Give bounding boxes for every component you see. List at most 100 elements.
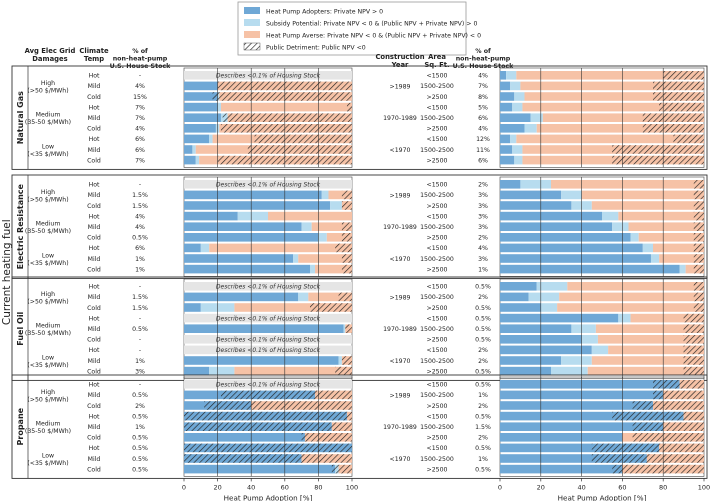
bar-segment-public-detriment [212,92,352,101]
damage-group-label: Medium (35-50 $/MWh) [25,221,71,236]
pct-stock-left-label: 4% [135,83,145,90]
area-label: <1500 [427,445,448,452]
pct-stock-right-label: 1% [478,456,488,463]
construction-year-label: <1970 [390,358,411,365]
bar-segment-adopters [184,254,294,263]
area-label: >2500 [427,435,448,442]
legend-label: Public Detriment: Public NPV <0 [266,45,366,52]
bar-segment-adopters [500,345,592,355]
bar-segment-adopters [184,81,218,91]
pct-stock-left-label: 0.5% [132,326,148,333]
bar-segment-adopters [184,303,201,312]
pct-stock-right-label: 3% [478,203,488,210]
pct-stock-right-label: 0.5% [475,315,491,322]
pct-stock-left-label: 1.5% [132,192,148,199]
bar-segment-adopters [500,303,541,312]
pct-stock-right-label: 2% [478,435,488,442]
pct-stock-right-label: 0.5% [475,466,491,473]
right-x-tick-label: 0 [498,483,502,491]
bar-segment-public-detriment [693,222,704,231]
climate-label: Cold [87,403,101,410]
bar-segment-subsidy-potential [650,254,660,263]
area-label: 1500-2500 [420,115,454,122]
area-label: 1500-2500 [420,224,454,231]
climate-label: Cold [87,235,101,242]
climate-label: Hot [89,413,100,420]
area-label: 1500-2500 [420,294,454,301]
pct-stock-left-label: 0.5% [132,413,148,420]
bar-segment-subsidy-potential [520,180,551,189]
bar-segment-adopters [184,113,221,122]
climate-label: Hot [89,245,100,252]
pct-stock-left-label: 6% [135,136,145,143]
climate-label: Mild [88,326,101,333]
pct-stock-left-label: 1.5% [132,203,148,210]
pct-stock-right-label: 0.5% [475,284,491,291]
climate-label: Hot [89,213,100,220]
bar-segment-adopters [184,366,210,376]
empty-row-fill [184,335,352,344]
bar-segment-averse [234,366,352,376]
bar-segment-averse [311,222,352,231]
header-pct-stock-left: % of non-heat-pump U.S. House Stock [110,48,172,70]
climate-label: Hot [89,347,100,354]
bar-segment-public-detriment [184,411,352,421]
construction-year-label: >1989 [390,192,411,199]
bar-segment-averse [522,102,704,112]
area-label: <1500 [427,347,448,354]
bar-segment-averse [551,180,704,189]
construction-year-label: <1970 [390,256,411,263]
bar-segment-subsidy-potential [512,145,523,154]
bar-segment-public-detriment [683,366,704,376]
climate-label: Mild [88,224,101,231]
pct-stock-left-label: 1% [135,266,145,273]
left-x-tick-label: 0 [182,483,186,491]
bar-segment-averse [536,124,704,133]
bar-segment-public-detriment [220,124,352,133]
bar-segment-public-detriment [341,190,352,200]
area-label: >2500 [427,94,448,101]
right-x-tick-label: 60 [618,483,626,491]
bar-segment-adopters [184,92,218,101]
bar-segment-subsidy-potential [530,113,543,122]
damage-group-label: Medium (35-50 $/MWh) [25,112,71,127]
bar-segment-public-detriment [341,233,352,242]
damage-group-label: Low (<35 $/MWh) [27,253,68,268]
pct-stock-left-label: 0.5% [132,392,148,399]
area-label: >2500 [427,126,448,133]
bar-segment-public-detriment [222,113,352,122]
pct-stock-right-label: 2% [478,235,488,242]
legend-swatch [244,7,260,14]
bar-segment-public-detriment [683,324,704,333]
pct-stock-left-label: 4% [135,213,145,220]
insufficient-stock-note: Describes <0.1% of Housing Stock [216,73,321,80]
climate-label: Cold [87,157,101,164]
bar-segment-subsidy-potential [298,292,309,302]
pct-stock-left-label: 4% [135,126,145,133]
bar-segment-adopters [184,134,210,144]
insufficient-stock-note: Describes <0.1% of Housing Stock [216,315,321,322]
bar-segment-adopters [184,211,238,221]
bar-segment-public-detriment [663,71,704,80]
bar-segment-public-detriment [693,180,704,189]
bar-segment-adopters [500,264,680,274]
bar-segment-subsidy-potential [310,264,316,274]
left-x-tick-label: 80 [314,483,322,491]
empty-row-fill [184,180,352,189]
area-label: 1500-2500 [420,147,454,154]
pct-stock-right-label: 12% [476,136,490,143]
bar-segment-averse [268,211,352,221]
pct-stock-left-label: 7% [135,115,145,122]
panel-electric-resistance: Electric Resistance High (>50 $/MWh) Medium… [11,174,708,279]
header-pct-stock-right: % of non-heat-pump U.S. House Stock [453,48,515,70]
bar-segment-averse [209,243,352,253]
climate-label: Cold [87,203,101,210]
bar-segment-averse [315,264,352,274]
pct-stock-right-label: 1.5% [475,424,491,431]
bar-segment-public-detriment [693,211,704,221]
bar-segment-public-detriment [341,356,352,365]
bar-segment-subsidy-potential [209,134,213,144]
pct-stock-left-label: 1.5% [132,294,148,301]
pct-stock-right-label: 6% [478,115,488,122]
